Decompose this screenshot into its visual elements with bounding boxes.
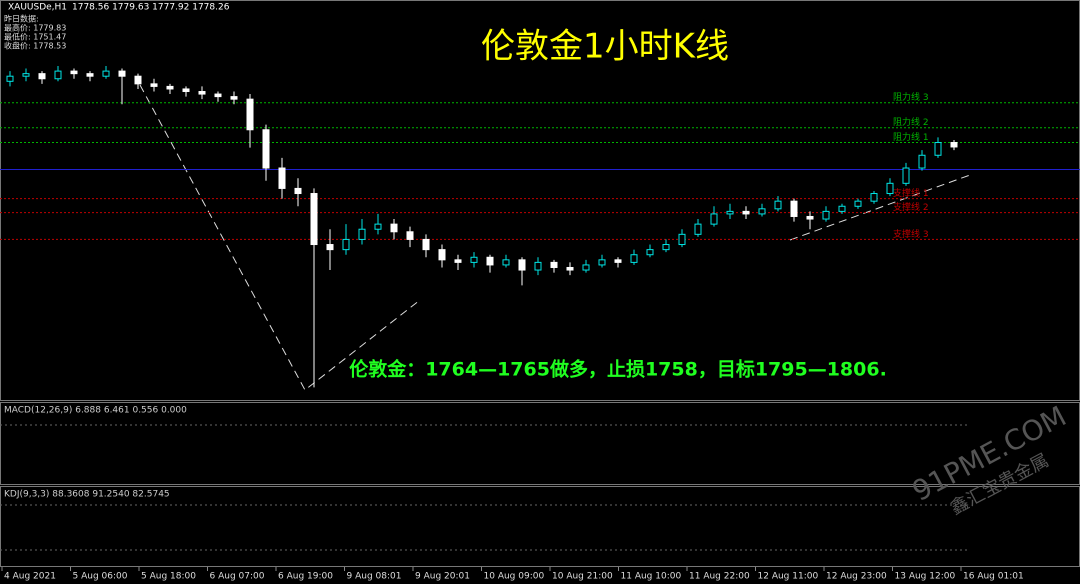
candle-body [790, 200, 798, 217]
x-tick-label: 11 Aug 22:00 [689, 572, 750, 582]
candle-body [246, 98, 254, 131]
x-tick-label: 6 Aug 07:00 [210, 572, 265, 582]
candle-body [534, 261, 542, 271]
x-tick-label: 10 Aug 09:00 [484, 572, 545, 582]
candle-body [678, 233, 686, 246]
candle-body [646, 249, 654, 256]
trend-line [789, 174, 971, 241]
candle-body [662, 244, 670, 251]
candle-body [614, 259, 622, 263]
candle-body [166, 85, 174, 90]
candle-body [86, 73, 94, 77]
info-line: 昨日数据: [4, 14, 39, 24]
x-tick-label: 6 Aug 19:00 [278, 572, 333, 582]
level-label: 支撑线 1 [893, 187, 929, 199]
candle-body [438, 249, 446, 261]
candle-body [742, 210, 750, 215]
x-tick-label: 10 Aug 21:00 [552, 572, 613, 582]
candle-body [6, 75, 14, 82]
x-tick-label: 9 Aug 20:01 [415, 572, 470, 582]
candle-body [22, 73, 30, 77]
candle-body [582, 264, 590, 271]
candle-body [870, 193, 878, 202]
candle-body [550, 261, 558, 268]
level-label: 支撑线 2 [893, 201, 929, 213]
trend-line [139, 84, 421, 391]
candle-body [54, 70, 62, 80]
candle-body [758, 208, 766, 215]
macd-label: MACD(12,26,9) 6.888 6.461 0.556 0.000 [4, 406, 187, 416]
candle-body [342, 238, 350, 251]
candle-body [918, 154, 926, 169]
candle-body [294, 187, 302, 195]
info-line: 最低价: 1751.47 [4, 32, 66, 42]
candle-body [406, 231, 414, 240]
candle-body [502, 259, 510, 266]
candle-body [262, 129, 270, 169]
info-line: 最高价: 1779.83 [4, 23, 66, 33]
x-tick-label: 9 Aug 08:01 [347, 572, 402, 582]
candle-body [470, 256, 478, 263]
candle-body [454, 259, 462, 263]
candle-body [198, 91, 206, 95]
candle-body [598, 259, 606, 266]
candle-body [694, 223, 702, 235]
annotation: 伦敦金：1764—1765做多，止损1758，目标1795—1806. [349, 358, 887, 381]
candle-body [934, 142, 942, 156]
candle-body [102, 70, 110, 77]
level-label: 阻力线 3 [893, 91, 929, 103]
candle-body [566, 266, 574, 271]
candle-body [118, 70, 126, 77]
x-tick-label: 5 Aug 18:00 [141, 572, 196, 582]
candle-body [486, 256, 494, 266]
x-tick-label: 12 Aug 23:00 [826, 572, 887, 582]
x-tick-label: 16 Aug 01:01 [963, 572, 1024, 582]
candle-body [70, 70, 78, 75]
candle-body [726, 210, 734, 215]
candle-body [358, 228, 366, 240]
level-label: 阻力线 1 [893, 131, 929, 143]
candle-body [134, 75, 142, 85]
level-label: 阻力线 2 [893, 116, 929, 128]
candle-body [518, 259, 526, 271]
candle-body [230, 96, 238, 100]
x-tick-label: 11 Aug 10:00 [621, 572, 682, 582]
candle-body [854, 200, 862, 207]
candle-body [902, 167, 910, 184]
candle-body [630, 254, 638, 263]
candle-body [326, 244, 334, 251]
candle-body [950, 142, 958, 148]
symbol: XAUUSDe,H1 [8, 3, 67, 13]
candle-body [822, 210, 830, 220]
candle-body [182, 88, 190, 93]
level-label: 支撑线 3 [893, 228, 929, 240]
candle-body [806, 215, 814, 220]
candle-body [422, 238, 430, 251]
candle-body [710, 213, 718, 225]
chart-title: 伦敦金1小时K线 [481, 27, 729, 67]
kdj-label: KDJ(9,3,3) 88.3608 91.2540 82.5745 [4, 490, 170, 500]
candle-body [310, 193, 318, 246]
candle-body [374, 223, 382, 230]
candle-body [38, 73, 46, 80]
x-tick-label: 5 Aug 06:00 [73, 572, 128, 582]
x-tick-label: 12 Aug 11:00 [758, 572, 819, 582]
candle-body [774, 200, 782, 210]
quote: 1778.56 1779.63 1777.92 1778.26 [72, 3, 230, 13]
candle-body [214, 93, 222, 98]
candle-body [278, 167, 286, 189]
candle-body [838, 205, 846, 212]
x-tick-label: 4 Aug 2021 [4, 572, 56, 582]
x-tick-label: 13 Aug 12:00 [895, 572, 956, 582]
candle-body [886, 182, 894, 195]
candle-body [150, 83, 158, 87]
info-line: 收盘价: 1778.53 [4, 41, 66, 51]
candle-body [390, 223, 398, 233]
